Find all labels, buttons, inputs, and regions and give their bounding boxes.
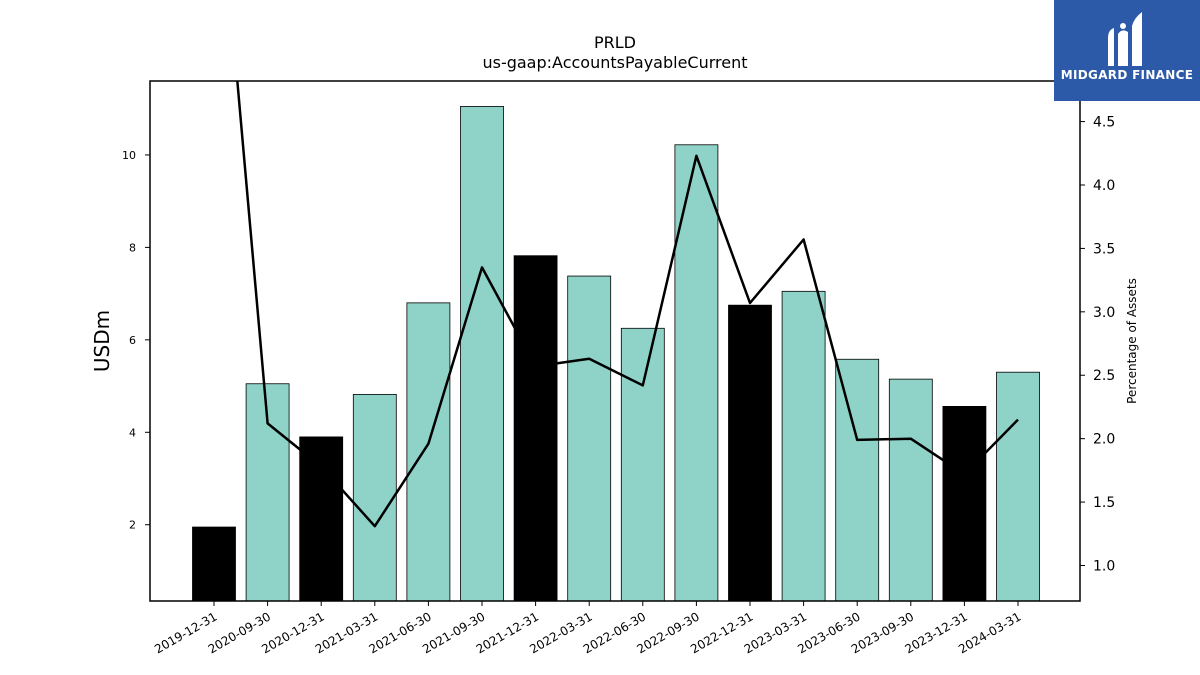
y-tick-label: 8 — [129, 241, 136, 254]
y-tick-label: 4 — [129, 426, 136, 439]
y-tick-label: 2 — [129, 519, 136, 532]
bar-2021-09-30 — [460, 106, 504, 602]
bar-2023-03-31 — [781, 290, 826, 602]
y-tick-label: 6 — [129, 334, 136, 347]
bar-2021-06-30 — [406, 302, 451, 602]
bar-2020-12-31 — [299, 436, 344, 602]
bar-2023-09-30 — [888, 378, 933, 602]
y-tick-label: 10 — [122, 149, 136, 162]
bar-2022-06-30 — [620, 327, 665, 602]
y2-tick-label: 4.0 — [1093, 178, 1115, 194]
plot-frame — [149, 80, 1081, 602]
y2-tick-label: 1.0 — [1093, 558, 1115, 574]
bar-2022-09-30 — [674, 144, 719, 602]
y2-tick-label: 2.0 — [1093, 432, 1115, 448]
bar-2019-12-31 — [192, 526, 236, 602]
logo-mark-icon — [1108, 12, 1142, 66]
bar-2021-03-31 — [352, 393, 397, 602]
bar-2021-12-31 — [513, 255, 558, 602]
bar-2023-12-31 — [942, 406, 987, 602]
logo-text: MIDGARD FINANCE — [1060, 68, 1194, 82]
y2-tick-label: 1.5 — [1093, 495, 1115, 511]
y2-tick-label: 4.5 — [1093, 115, 1115, 131]
bar-2022-12-31 — [728, 304, 772, 602]
chart-subtitle: us-gaap:AccountsPayableCurrent — [482, 53, 747, 72]
chart-title: PRLD — [594, 33, 636, 52]
percentage-line — [236, 81, 1019, 528]
bar-2023-06-30 — [835, 358, 880, 602]
bar-2022-03-31 — [567, 275, 612, 602]
y2-tick-label: 3.5 — [1093, 241, 1115, 257]
bar-2024-03-31 — [996, 371, 1040, 602]
y2-tick-label: 2.5 — [1093, 368, 1115, 384]
y2-tick-label: 3.0 — [1093, 305, 1115, 321]
y2-axis-label: Percentage of Assets — [1125, 278, 1139, 404]
y-axis-label: USDm — [90, 310, 114, 372]
midgard-finance-logo: MIDGARD FINANCE — [1054, 0, 1200, 101]
